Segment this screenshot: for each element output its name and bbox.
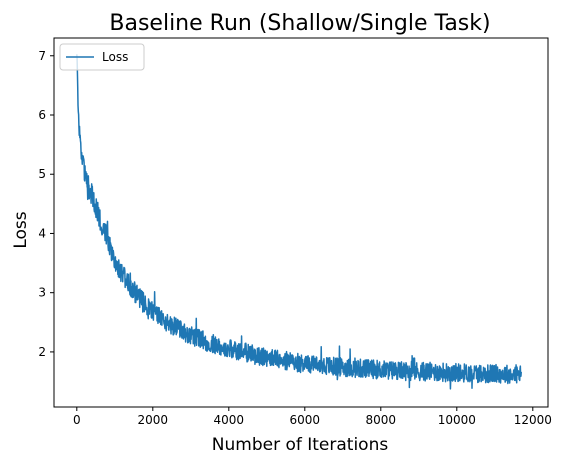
- y-tick-label: 7: [38, 49, 46, 63]
- loss-series-line: [76, 54, 522, 390]
- x-tick-label: 6000: [290, 413, 321, 427]
- x-axis-label: Number of Iterations: [212, 435, 389, 455]
- x-tick-label: 4000: [214, 413, 245, 427]
- plot-area: 0 2000 4000 6000 8000 10000 12000 2 3 4 5 6 7 Loss: [38, 37, 552, 427]
- chart-title: Baseline Run (Shallow/Single Task): [109, 11, 490, 36]
- legend-box: [59, 43, 145, 71]
- x-tick-label: 8000: [366, 413, 397, 427]
- y-tick-label: 2: [38, 345, 46, 359]
- y-tick-label: 5: [38, 167, 46, 181]
- legend: Loss: [59, 43, 145, 71]
- x-tick-label: 12000: [514, 413, 552, 427]
- legend-label: Loss: [102, 50, 128, 64]
- y-tick-label: 3: [38, 286, 46, 300]
- x-tick-label: 0: [73, 413, 81, 427]
- y-axis-label: Loss: [11, 211, 31, 248]
- plot-frame: [53, 37, 549, 408]
- x-tick-label: 10000: [438, 413, 476, 427]
- y-tick-label: 4: [38, 226, 46, 240]
- y-tick-label: 6: [38, 108, 46, 122]
- x-tick-label: 2000: [138, 413, 169, 427]
